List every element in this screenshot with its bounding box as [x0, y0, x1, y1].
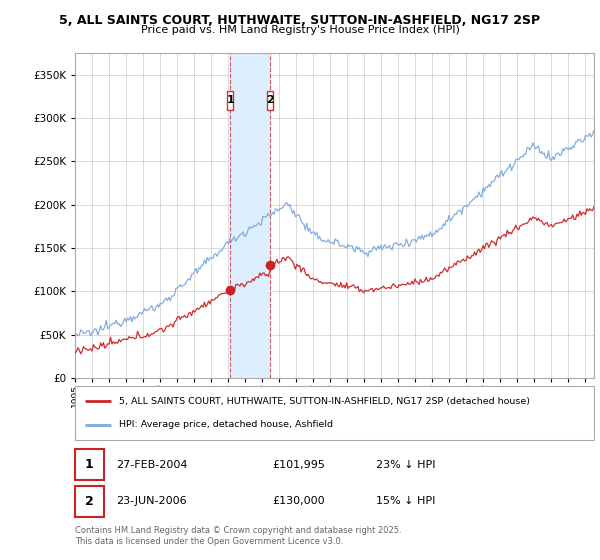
Text: 2: 2: [85, 494, 94, 508]
Text: 15% ↓ HPI: 15% ↓ HPI: [376, 496, 436, 506]
Text: 1: 1: [226, 95, 234, 105]
Text: 23% ↓ HPI: 23% ↓ HPI: [376, 460, 436, 470]
FancyBboxPatch shape: [75, 486, 104, 517]
Text: 5, ALL SAINTS COURT, HUTHWAITE, SUTTON-IN-ASHFIELD, NG17 2SP (detached house): 5, ALL SAINTS COURT, HUTHWAITE, SUTTON-I…: [119, 397, 530, 406]
FancyBboxPatch shape: [227, 91, 233, 110]
Text: 27-FEB-2004: 27-FEB-2004: [116, 460, 188, 470]
FancyBboxPatch shape: [75, 449, 104, 480]
Text: 23-JUN-2006: 23-JUN-2006: [116, 496, 187, 506]
Text: £130,000: £130,000: [272, 496, 325, 506]
Bar: [230, 53, 270, 378]
Text: Contains HM Land Registry data © Crown copyright and database right 2025.
This d: Contains HM Land Registry data © Crown c…: [75, 526, 401, 546]
Text: £101,995: £101,995: [272, 460, 325, 470]
Text: Price paid vs. HM Land Registry's House Price Index (HPI): Price paid vs. HM Land Registry's House …: [140, 25, 460, 35]
Text: 2: 2: [266, 95, 274, 105]
FancyBboxPatch shape: [267, 91, 273, 110]
Text: HPI: Average price, detached house, Ashfield: HPI: Average price, detached house, Ashf…: [119, 420, 333, 429]
FancyBboxPatch shape: [75, 386, 594, 440]
Text: 5, ALL SAINTS COURT, HUTHWAITE, SUTTON-IN-ASHFIELD, NG17 2SP: 5, ALL SAINTS COURT, HUTHWAITE, SUTTON-I…: [59, 14, 541, 27]
Text: 1: 1: [85, 458, 94, 472]
